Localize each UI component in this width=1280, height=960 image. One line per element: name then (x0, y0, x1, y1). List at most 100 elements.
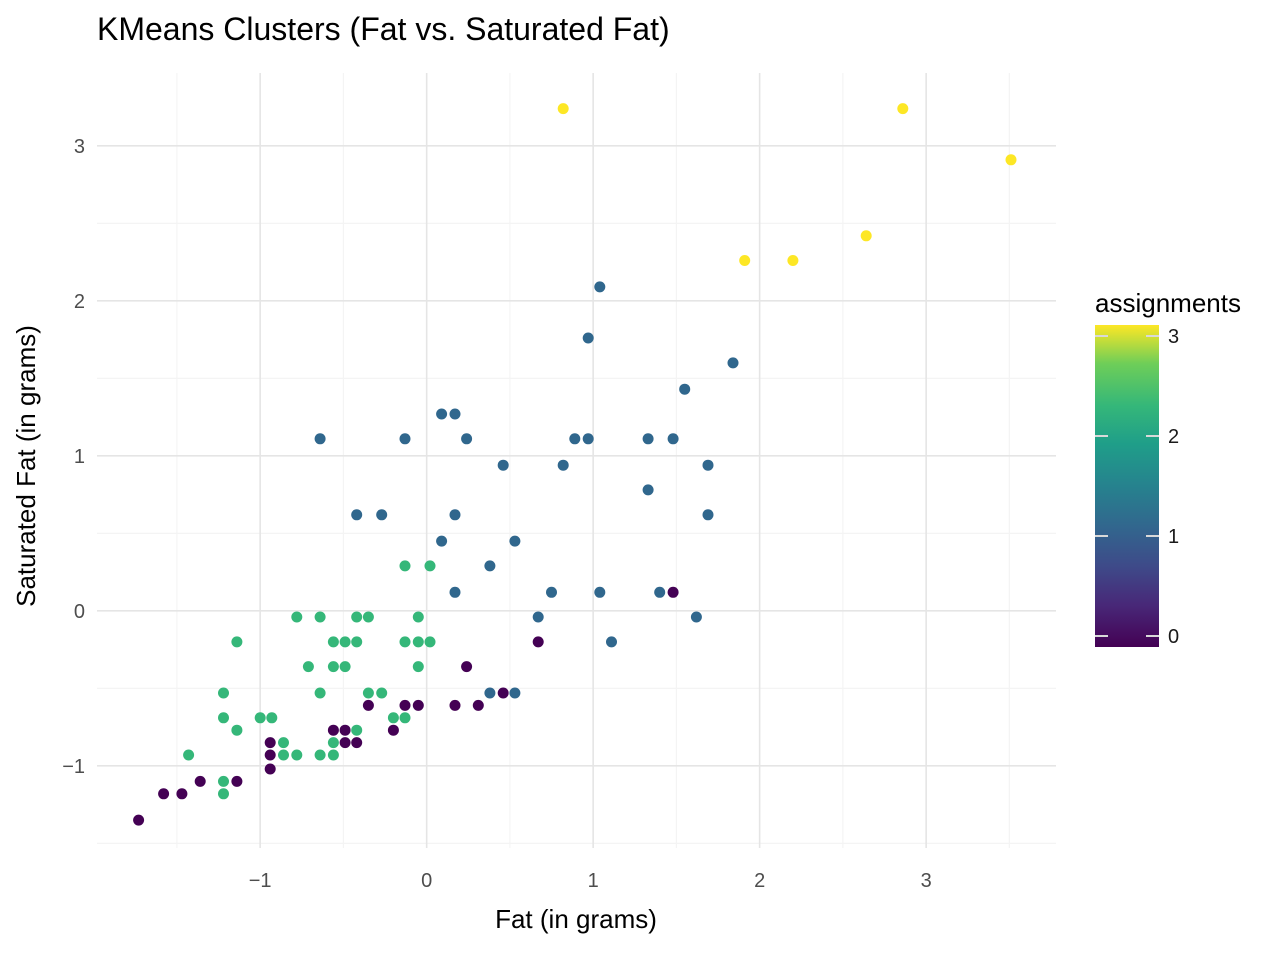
data-point-cluster-2 (291, 611, 303, 623)
data-point-cluster-0 (264, 749, 276, 761)
data-point-cluster-1 (449, 509, 461, 521)
data-point-cluster-2 (327, 661, 339, 673)
x-tick-label: 2 (754, 870, 765, 892)
data-point-cluster-2 (231, 636, 243, 648)
data-point-cluster-1 (449, 586, 461, 598)
data-point-cluster-1 (702, 459, 714, 471)
data-point-cluster-0 (264, 763, 276, 775)
colorbar-tick-label: 2 (1168, 426, 1179, 448)
x-axis-title: Fat (in grams) (495, 904, 657, 934)
data-point-cluster-1 (594, 281, 606, 293)
data-point-cluster-1 (497, 459, 509, 471)
data-point-cluster-0 (449, 699, 461, 711)
colorbar-tick-label: 0 (1168, 626, 1179, 648)
data-point-cluster-3 (557, 103, 569, 115)
data-point-cluster-2 (399, 712, 411, 724)
data-point-cluster-2 (351, 611, 363, 623)
data-point-cluster-1 (484, 560, 496, 572)
data-point-cluster-2 (351, 636, 363, 648)
data-point-cluster-3 (787, 255, 799, 266)
data-point-cluster-2 (278, 749, 289, 761)
data-point-cluster-1 (690, 611, 702, 623)
data-point-cluster-2 (424, 560, 436, 572)
x-tick-label: 0 (421, 870, 432, 892)
y-tick-label: 2 (74, 291, 85, 313)
data-point-cluster-2 (424, 636, 436, 648)
data-point-cluster-1 (654, 586, 666, 598)
y-tick-label: 0 (74, 601, 85, 623)
data-point-cluster-2 (351, 724, 363, 736)
data-point-cluster-2 (302, 661, 314, 673)
data-point-cluster-3 (1005, 154, 1017, 166)
data-point-cluster-3 (739, 255, 751, 266)
data-point-cluster-1 (679, 383, 691, 395)
data-point-cluster-0 (133, 814, 145, 826)
data-point-cluster-2 (327, 749, 339, 761)
colorbar (1095, 325, 1159, 647)
data-point-cluster-0 (362, 699, 374, 711)
colorbar-tick-label: 3 (1168, 326, 1179, 348)
data-point-cluster-1 (642, 433, 654, 445)
data-point-cluster-0 (158, 788, 170, 800)
data-point-cluster-1 (532, 611, 544, 623)
data-point-cluster-0 (497, 687, 509, 699)
data-point-cluster-2 (278, 737, 289, 749)
data-point-cluster-0 (399, 699, 411, 711)
data-point-cluster-2 (339, 661, 351, 673)
data-point-cluster-0 (412, 699, 424, 711)
data-point-cluster-2 (339, 636, 351, 648)
data-point-cluster-0 (339, 724, 351, 736)
data-point-cluster-2 (218, 712, 229, 724)
data-point-cluster-2 (218, 687, 229, 699)
data-point-cluster-2 (399, 560, 411, 572)
data-point-cluster-1 (606, 636, 617, 648)
y-axis-title: Saturated Fat (in grams) (11, 325, 41, 607)
data-point-cluster-0 (339, 737, 351, 749)
data-point-cluster-1 (461, 433, 473, 445)
data-point-cluster-1 (509, 687, 521, 699)
data-point-cluster-1 (727, 357, 739, 369)
y-tick-label: 3 (74, 136, 85, 158)
data-point-cluster-2 (412, 661, 424, 673)
major-gridlines (97, 73, 1056, 848)
data-point-cluster-1 (642, 484, 654, 496)
data-point-cluster-1 (484, 687, 496, 699)
data-point-cluster-2 (218, 775, 229, 787)
data-point-cluster-0 (532, 636, 544, 648)
data-point-cluster-2 (376, 687, 388, 699)
data-point-cluster-1 (376, 509, 388, 521)
colorbar-tick-label: 1 (1168, 526, 1179, 548)
data-points (133, 103, 1017, 826)
data-point-cluster-1 (436, 408, 448, 420)
data-point-cluster-2 (412, 611, 424, 623)
data-point-cluster-2 (412, 636, 424, 648)
data-point-cluster-2 (254, 712, 266, 724)
x-tick-label: −1 (249, 870, 272, 892)
data-point-cluster-1 (582, 433, 594, 445)
x-axis-ticks: −1 0 1 2 3 (249, 870, 932, 892)
data-point-cluster-2 (183, 749, 195, 761)
data-point-cluster-2 (387, 712, 399, 724)
data-point-cluster-1 (569, 433, 581, 445)
data-point-cluster-3 (860, 230, 872, 242)
data-point-cluster-2 (399, 636, 411, 648)
data-point-cluster-0 (264, 737, 276, 749)
data-point-cluster-2 (327, 737, 339, 749)
data-point-cluster-0 (351, 737, 363, 749)
data-point-cluster-2 (314, 687, 326, 699)
data-point-cluster-1 (667, 433, 679, 445)
data-point-cluster-0 (472, 699, 484, 711)
data-point-cluster-2 (362, 611, 374, 623)
data-point-cluster-3 (897, 103, 909, 115)
data-point-cluster-2 (314, 611, 326, 623)
x-tick-label: 1 (588, 870, 599, 892)
data-point-cluster-0 (461, 661, 473, 673)
data-point-cluster-1 (702, 509, 714, 521)
data-point-cluster-2 (362, 687, 374, 699)
data-point-cluster-0 (327, 724, 339, 736)
chart-title: KMeans Clusters (Fat vs. Saturated Fat) (97, 11, 670, 47)
data-point-cluster-0 (176, 788, 188, 800)
data-point-cluster-1 (399, 433, 411, 445)
minor-gridlines (97, 73, 1056, 848)
